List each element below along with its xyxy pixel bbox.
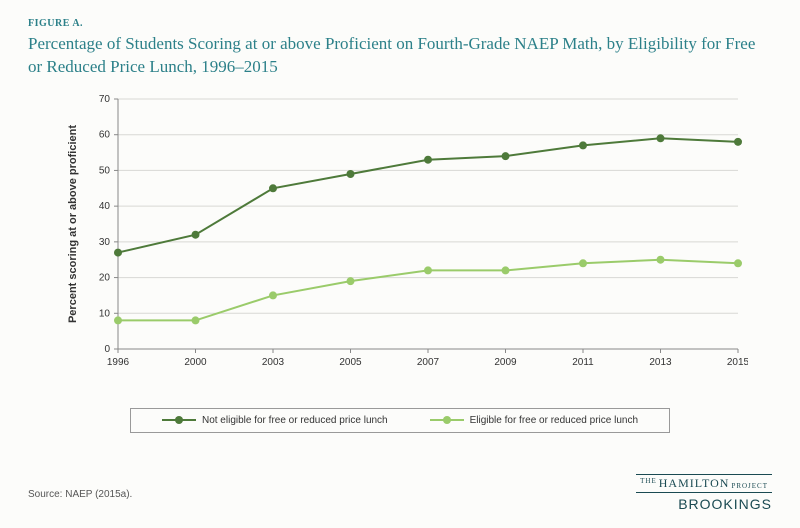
svg-text:40: 40 — [99, 201, 111, 212]
svg-text:60: 60 — [99, 130, 111, 141]
chart-area: 0 10 20 30 40 50 60 70 1996 2000 2003 2005 2007 2009 2… — [48, 89, 772, 394]
svg-text:2011: 2011 — [572, 357, 594, 368]
line-chart-svg: 0 10 20 30 40 50 60 70 1996 2000 2003 2005 2007 2009 2… — [48, 89, 748, 389]
logo-hp-proj: PROJECT — [731, 482, 768, 490]
svg-text:0: 0 — [104, 344, 110, 355]
logo-block: THEHAMILTONPROJECT BROOKINGS — [636, 474, 772, 512]
legend-label: Not eligible for free or reduced price l… — [202, 415, 388, 426]
svg-text:20: 20 — [99, 272, 111, 283]
svg-text:2009: 2009 — [494, 357, 517, 368]
hamilton-project-logo: THEHAMILTONPROJECT — [636, 474, 772, 493]
svg-text:70: 70 — [99, 94, 111, 105]
brookings-logo: BROOKINGS — [636, 496, 772, 512]
source-text: Source: NAEP (2015a). — [28, 489, 132, 500]
legend-item: Eligible for free or reduced price lunch — [430, 415, 638, 426]
svg-text:2015: 2015 — [727, 357, 748, 368]
svg-text:Percent scoring at or above pr: Percent scoring at or above proficient — [67, 125, 79, 323]
svg-text:2000: 2000 — [184, 357, 207, 368]
svg-text:1996: 1996 — [107, 357, 130, 368]
svg-text:30: 30 — [99, 237, 111, 248]
legend-label: Eligible for free or reduced price lunch — [470, 415, 638, 426]
svg-text:10: 10 — [99, 308, 111, 319]
svg-text:50: 50 — [99, 165, 111, 176]
logo-hp-main: HAMILTON — [659, 476, 730, 490]
chart-title: Percentage of Students Scoring at or abo… — [28, 33, 772, 79]
svg-text:2013: 2013 — [649, 357, 672, 368]
logo-hp-the: THE — [640, 477, 657, 485]
legend-swatch — [430, 415, 464, 425]
legend-item: Not eligible for free or reduced price l… — [162, 415, 388, 426]
svg-text:2003: 2003 — [262, 357, 285, 368]
legend-swatch — [162, 415, 196, 425]
svg-text:2005: 2005 — [339, 357, 362, 368]
svg-text:2007: 2007 — [417, 357, 440, 368]
legend: Not eligible for free or reduced price l… — [130, 408, 670, 433]
figure-label: FIGURE A. — [28, 18, 772, 29]
